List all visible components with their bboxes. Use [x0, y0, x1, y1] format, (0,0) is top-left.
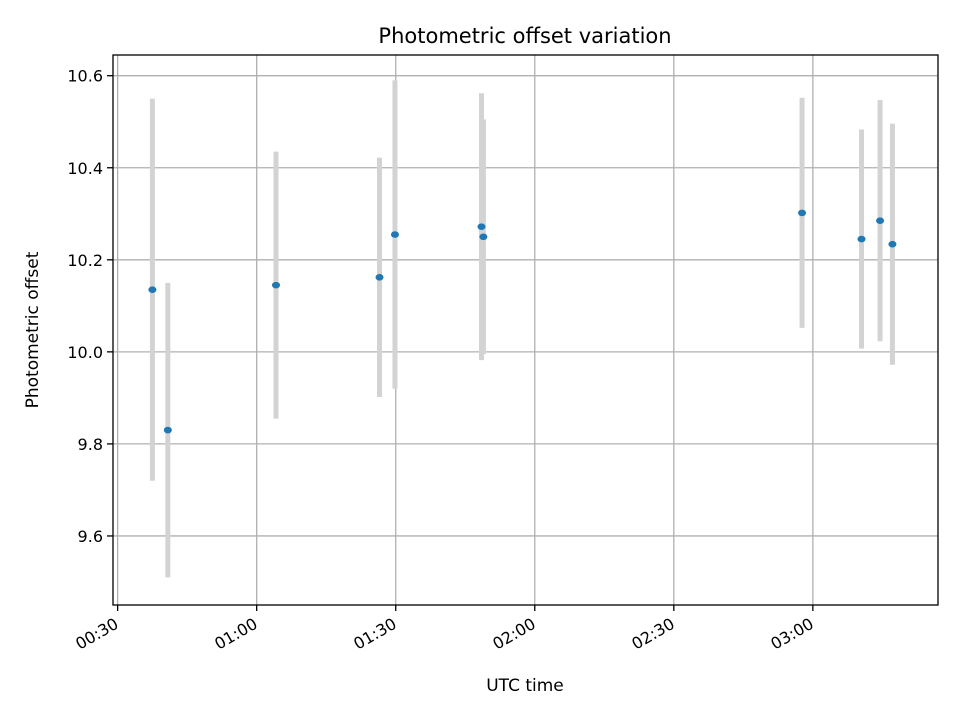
y-tick-label: 9.8 — [78, 435, 103, 454]
y-axis-label: Photometric offset — [23, 251, 43, 408]
data-point — [163, 426, 172, 434]
y-tick-label: 10.0 — [67, 343, 103, 362]
y-tick-label: 9.6 — [78, 527, 103, 546]
data-point — [888, 240, 897, 248]
data-point — [798, 209, 807, 217]
plot-frame — [112, 54, 939, 606]
data-point — [271, 281, 280, 289]
data-point — [479, 233, 488, 241]
data-point — [148, 286, 157, 294]
data-points — [148, 209, 897, 434]
chart-title: Photometric offset variation — [378, 24, 671, 48]
data-point — [477, 223, 486, 230]
data-point — [857, 235, 866, 243]
y-tick-label: 10.2 — [67, 251, 103, 270]
data-point — [390, 231, 399, 238]
y-tick-label: 10.6 — [67, 67, 103, 86]
y-axis-ticks: 9.6 9.8 10.0 10.2 10.4 10.6 — [67, 67, 113, 546]
data-point — [876, 217, 885, 224]
data-point — [375, 274, 384, 281]
x-axis-label: UTC time — [486, 676, 564, 696]
y-tick-label: 10.4 — [67, 159, 103, 178]
